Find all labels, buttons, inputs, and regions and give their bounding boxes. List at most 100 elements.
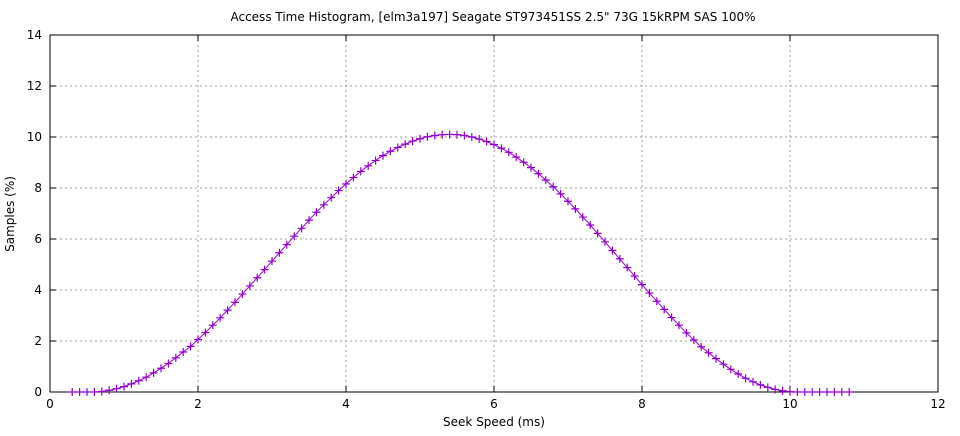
plot-border xyxy=(49,34,939,393)
data-point xyxy=(815,388,824,396)
data-point xyxy=(497,144,506,153)
data-point xyxy=(268,257,276,266)
data-point xyxy=(290,232,299,241)
data-point xyxy=(719,360,728,369)
data-point xyxy=(142,373,151,382)
y-tick-label: 12 xyxy=(27,79,42,93)
y-axis-label: Samples (%) xyxy=(3,176,17,252)
x-tick-label: 12 xyxy=(930,397,945,411)
data-point xyxy=(364,161,373,170)
data-point xyxy=(534,169,543,178)
data-point xyxy=(416,134,424,143)
data-point xyxy=(342,179,350,188)
data-point xyxy=(593,229,602,238)
data-point xyxy=(615,254,624,263)
data-point xyxy=(482,137,491,146)
data-point xyxy=(541,176,550,185)
x-tick-label: 4 xyxy=(342,397,350,411)
data-point xyxy=(467,133,476,141)
x-tick-label: 6 xyxy=(490,397,498,411)
data-point xyxy=(460,131,469,140)
data-point xyxy=(556,189,565,198)
ticks: 0 2 4 6 8 10 12 0 2 4 6 8 10 12 14 xyxy=(27,28,946,411)
data-point xyxy=(393,143,402,152)
data-point xyxy=(356,167,365,176)
data-point xyxy=(490,140,498,149)
x-tick-label: 10 xyxy=(782,397,797,411)
y-tick-label: 2 xyxy=(34,334,42,348)
chart-title: Access Time Histogram, [elm3a197] Seagat… xyxy=(230,10,755,24)
data-point xyxy=(475,135,484,144)
y-tick-label: 8 xyxy=(34,181,42,195)
data-point xyxy=(726,365,735,374)
data-point xyxy=(734,369,743,378)
data-point xyxy=(689,335,698,344)
data-point xyxy=(194,335,202,344)
data-point xyxy=(423,132,432,141)
x-axis-label: Seek Speed (ms) xyxy=(443,415,545,429)
data-point xyxy=(763,383,772,392)
data-point xyxy=(675,321,683,330)
data-point xyxy=(793,388,802,396)
data-point xyxy=(164,359,173,368)
data-point xyxy=(282,240,291,249)
data-point xyxy=(245,281,254,290)
data-point xyxy=(527,163,535,172)
data-point xyxy=(586,220,595,229)
data-point xyxy=(608,246,617,255)
data-point xyxy=(75,388,84,396)
data-point xyxy=(120,382,128,391)
data-point xyxy=(630,271,639,280)
data-point xyxy=(83,388,91,396)
data-point xyxy=(171,353,180,362)
data-point xyxy=(638,280,646,289)
data-point xyxy=(105,386,114,395)
data-point xyxy=(297,224,306,233)
x-tick-label: 0 xyxy=(46,397,54,411)
data-point xyxy=(371,156,380,165)
data-point xyxy=(741,374,750,383)
data-point xyxy=(564,197,572,206)
data-point xyxy=(660,305,669,314)
data-point xyxy=(319,200,328,209)
data-point xyxy=(771,385,780,394)
data-point xyxy=(549,182,558,191)
y-tick-label: 4 xyxy=(34,283,42,297)
data-point xyxy=(127,379,136,388)
data-point xyxy=(312,208,321,217)
data-point xyxy=(379,151,387,160)
data-point xyxy=(578,213,587,222)
series-line xyxy=(72,133,850,393)
y-tick-label: 14 xyxy=(27,28,42,42)
x-tick-label: 8 xyxy=(638,397,646,411)
data-point xyxy=(112,384,121,393)
data-point xyxy=(253,273,262,282)
data-point xyxy=(571,204,580,213)
data-point xyxy=(90,388,99,396)
data-point xyxy=(179,347,188,356)
data-point xyxy=(504,148,513,157)
data-point xyxy=(445,130,454,139)
data-point xyxy=(134,376,143,385)
y-tick-label: 10 xyxy=(27,130,42,144)
data-point xyxy=(216,313,225,322)
grid xyxy=(50,35,938,392)
data-point xyxy=(149,368,158,377)
data-point xyxy=(438,130,447,139)
data-point xyxy=(823,388,831,396)
data-point xyxy=(305,216,313,225)
data-point xyxy=(830,388,839,396)
data-point xyxy=(223,306,232,315)
data-point xyxy=(231,298,239,307)
data-point xyxy=(519,158,528,167)
data-point xyxy=(800,388,809,396)
data-point xyxy=(601,237,609,246)
data-point xyxy=(623,263,632,272)
data-point xyxy=(238,290,247,299)
data-point xyxy=(786,387,794,396)
data-point xyxy=(667,313,676,322)
data-point xyxy=(408,137,417,146)
y-tick-label: 0 xyxy=(34,385,42,399)
data-point xyxy=(386,147,395,156)
